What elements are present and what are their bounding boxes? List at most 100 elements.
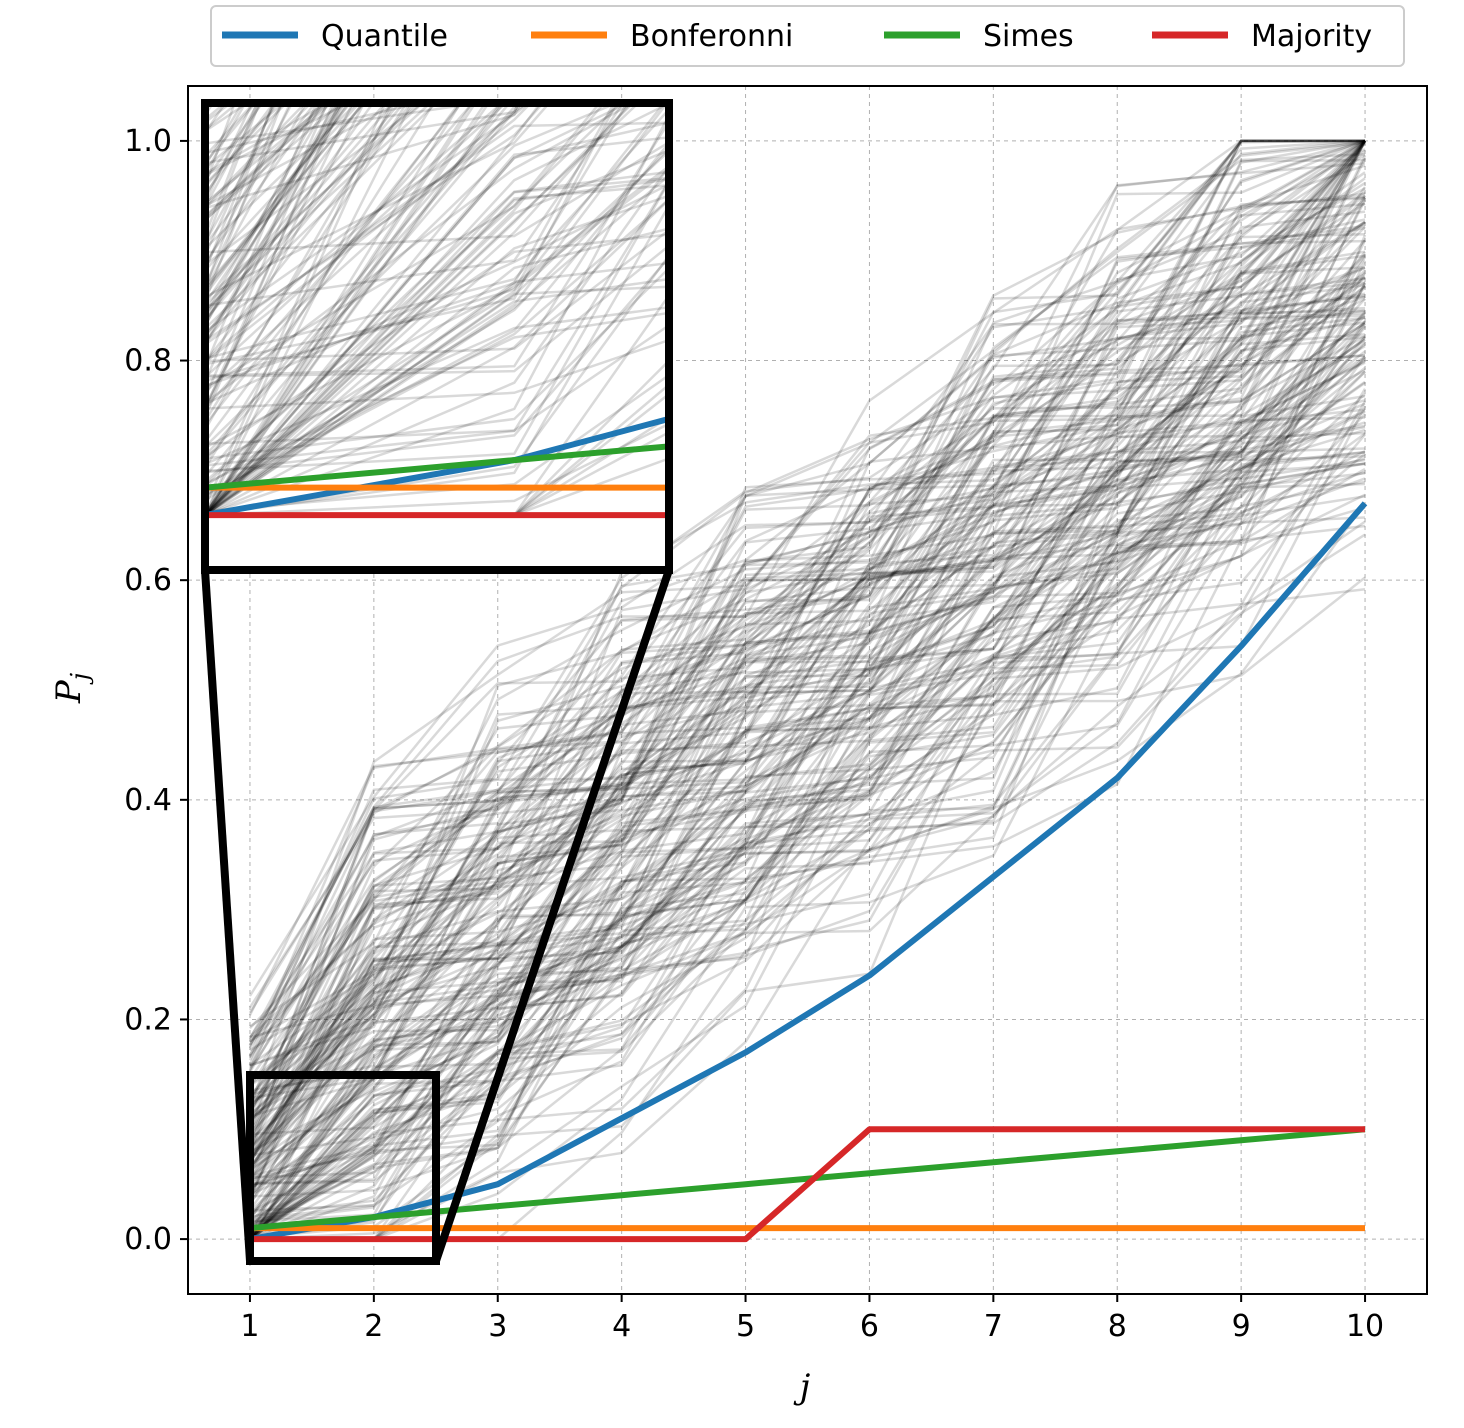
inset-frame xyxy=(201,99,673,574)
sample-line xyxy=(249,260,1367,1157)
sample-line xyxy=(248,297,1366,1106)
sample-line xyxy=(248,140,1366,1136)
sample-line xyxy=(249,202,1366,1087)
sample-line xyxy=(248,356,1367,1240)
sample-line xyxy=(248,425,1366,1240)
sample-line xyxy=(249,234,1367,1187)
sample-line xyxy=(248,338,1366,1240)
sample-line xyxy=(248,140,1366,1071)
x-axis-label: j xyxy=(793,1367,811,1407)
sample-line xyxy=(248,314,1366,1143)
sample-line xyxy=(248,338,1366,1171)
x-tick-label: 4 xyxy=(612,1309,631,1344)
sample-line xyxy=(249,316,1366,1154)
x-tick-label: 3 xyxy=(488,1309,507,1344)
inset-background xyxy=(205,103,669,570)
sample-line xyxy=(249,394,1366,1241)
x-tick-label: 9 xyxy=(1232,1309,1251,1344)
legend-label-majority: Majority xyxy=(1251,19,1372,54)
sample-line xyxy=(249,224,1366,1123)
sample-line xyxy=(249,480,1366,1227)
sample-line xyxy=(248,266,1366,1132)
sample-line xyxy=(248,221,1366,1164)
sample-line xyxy=(248,197,1366,1014)
y-tick-label: 0.4 xyxy=(124,783,172,818)
sample-line xyxy=(249,269,1366,1241)
sample-line xyxy=(248,312,1366,1109)
sample-line xyxy=(248,139,1365,1141)
sample-line xyxy=(249,402,1366,1240)
sample-line xyxy=(248,210,1366,1117)
sample-line xyxy=(249,283,1366,1213)
sample-line xyxy=(248,177,1366,1225)
sample-line xyxy=(249,141,1366,1038)
sample-line xyxy=(249,140,1367,1096)
sample-line xyxy=(249,226,1366,1105)
x-tick-label: 10 xyxy=(1346,1309,1384,1344)
sample-line xyxy=(249,452,1366,1171)
sample-line xyxy=(248,253,1366,1198)
sample-line xyxy=(248,232,1366,1203)
sample-line xyxy=(249,149,1366,1087)
sample-line xyxy=(248,139,1366,1181)
sample-line xyxy=(248,159,1366,1132)
sample-line xyxy=(249,449,1366,1141)
sample-line xyxy=(248,140,1367,1080)
sample-line xyxy=(248,239,1367,1237)
sample-line xyxy=(249,310,1366,1121)
sample-line xyxy=(248,139,1365,1056)
sample-line xyxy=(249,275,1366,1190)
sample-line xyxy=(248,140,1367,1155)
sample-line xyxy=(249,197,1366,1052)
sample-line xyxy=(249,186,1367,1123)
sample-line xyxy=(248,366,1366,1240)
sample-line xyxy=(248,140,1367,1198)
sample-line xyxy=(249,315,1366,1179)
x-tick-label: 5 xyxy=(736,1309,755,1344)
sample-line xyxy=(248,153,1366,1030)
sample-line xyxy=(249,416,1366,1159)
sample-line xyxy=(248,140,1367,1115)
sample-line xyxy=(249,324,1366,1180)
sample-line xyxy=(248,239,1366,1160)
sample-line xyxy=(248,285,1367,1162)
zoom-connector-right xyxy=(432,568,673,1263)
sample-line xyxy=(248,239,1366,1131)
sample-line xyxy=(249,140,1367,1068)
sample-line xyxy=(248,254,1366,1172)
sample-line xyxy=(249,220,1366,1067)
sample-line xyxy=(249,194,1366,1067)
sample-line xyxy=(249,312,1366,1104)
legend-label-bonferonni: Bonferonni xyxy=(630,19,793,54)
sample-line xyxy=(248,139,1366,1009)
legend-label-quantile: Quantile xyxy=(321,19,448,54)
sample-line xyxy=(249,409,1366,1157)
sample-line xyxy=(248,139,1366,1072)
sample-line xyxy=(248,297,1366,1221)
sample-line xyxy=(248,139,1366,1150)
x-tick-label: 2 xyxy=(364,1309,383,1344)
sample-line xyxy=(248,250,1366,1142)
y-axis-label: Pj xyxy=(49,672,94,704)
sample-line xyxy=(249,220,1366,1092)
sample-line xyxy=(248,139,1365,1066)
sample-line xyxy=(249,140,1366,1134)
sample-line xyxy=(248,139,1366,1061)
sample-line xyxy=(248,171,1366,1088)
plot-frame xyxy=(187,85,1428,1295)
sample-line xyxy=(248,139,1365,1057)
sample-line xyxy=(248,321,1366,1240)
y-axis-label-main: P xyxy=(49,679,89,704)
sample-line xyxy=(248,157,1367,1101)
sample-line xyxy=(248,281,1366,1198)
y-axis: 0.0 0.2 0.4 0.6 0.8 1.0 xyxy=(124,124,188,1257)
sample-line xyxy=(248,153,1366,1046)
x-tick-label: 6 xyxy=(860,1309,879,1344)
sample-line xyxy=(249,283,1367,1191)
y-tick-label: 0.8 xyxy=(124,344,172,379)
sample-line xyxy=(249,191,1366,1084)
sample-line xyxy=(248,139,1366,1169)
sample-line xyxy=(249,254,1366,1166)
sample-line xyxy=(248,148,1366,1113)
